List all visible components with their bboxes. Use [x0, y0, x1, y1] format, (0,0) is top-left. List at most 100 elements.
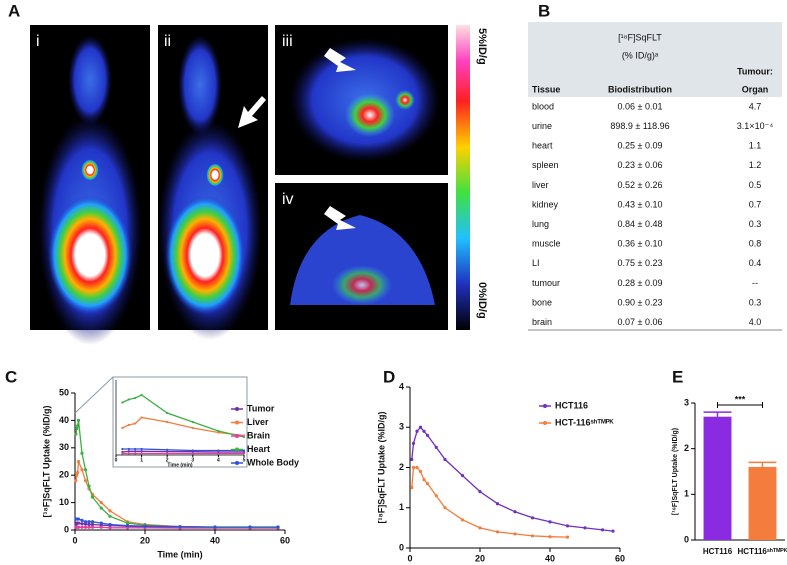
inset-connector [74, 376, 114, 414]
image-label: i [36, 33, 40, 50]
point [87, 520, 91, 524]
cell: 898.9 ± 118.96 [610, 121, 669, 131]
point [83, 479, 88, 483]
point [565, 524, 570, 528]
point [80, 468, 84, 472]
column-header: Tissue [532, 84, 560, 94]
point [140, 450, 143, 453]
point [460, 473, 465, 478]
legend-label: Whole Body [247, 457, 299, 467]
point [583, 526, 587, 530]
point [80, 518, 84, 523]
cell: 0.3 [749, 297, 762, 307]
x-tick-label: 20 [475, 553, 485, 563]
point [460, 518, 465, 522]
point [134, 447, 137, 451]
point [76, 470, 80, 475]
cell: 0.3 [749, 219, 762, 229]
x-tick-label: 60 [280, 535, 290, 545]
point [108, 509, 112, 513]
point [166, 411, 169, 415]
y-tick-label: 0 [399, 542, 404, 552]
point [178, 525, 182, 529]
point [80, 522, 84, 526]
cell: 0.7 [749, 199, 762, 209]
point [80, 525, 84, 529]
point [411, 465, 416, 470]
point [422, 429, 426, 433]
series-line [75, 461, 278, 528]
point [108, 514, 112, 518]
point [217, 429, 220, 433]
bar [748, 466, 777, 540]
point [530, 534, 535, 538]
arrow [324, 206, 356, 230]
inset-x-label: Time (min) [167, 462, 193, 468]
point [125, 524, 130, 528]
point [548, 520, 552, 524]
error-bar [748, 461, 777, 467]
point [74, 479, 78, 483]
point [276, 525, 280, 529]
cell: -- [752, 278, 758, 288]
panel-label: C [5, 367, 17, 386]
legend-marker [235, 434, 239, 438]
point [443, 506, 447, 510]
y-tick-label: 30 [59, 442, 69, 452]
point [127, 423, 130, 427]
legend-marker [235, 407, 239, 411]
point [415, 465, 419, 470]
point [434, 445, 438, 449]
point [127, 447, 130, 451]
point [422, 477, 426, 482]
point [90, 522, 95, 527]
column-header: Organ [742, 84, 769, 94]
legend-marker [543, 404, 547, 408]
cell: 0.52 ± 0.26 [618, 180, 663, 190]
point [166, 448, 169, 451]
legend-marker [235, 461, 239, 465]
point [191, 452, 194, 455]
point [83, 525, 88, 529]
inset-x-tick-label: 5 [243, 457, 246, 463]
point [83, 468, 88, 472]
pet-images: i ii iii iv 5%ID/g 0%ID/g [30, 25, 488, 345]
point [90, 520, 95, 524]
y-axis-label: [¹⁸F]SqFLT Uptake (%ID/g) [672, 428, 679, 515]
point [242, 435, 246, 439]
point [76, 424, 80, 428]
point [99, 501, 103, 505]
x-axis-label: Time (min) [157, 549, 202, 559]
point [418, 469, 423, 474]
y-tick-label: 40 [59, 415, 69, 425]
pet-blob [345, 93, 395, 137]
x-tick-label: 0 [72, 535, 77, 545]
inset-x-tick-label: 0 [115, 457, 118, 463]
cell: 0.43 ± 0.10 [618, 199, 663, 209]
cell: 3.1×10⁻⁴ [737, 121, 774, 131]
point [166, 452, 169, 455]
cell: 0.36 ± 0.10 [618, 239, 663, 249]
cell: 0.23 ± 0.06 [618, 160, 663, 170]
table-tracer: [¹⁸F]SqFLT [618, 32, 662, 42]
legend-label: Liver [247, 417, 269, 427]
point [425, 433, 430, 437]
point [99, 521, 103, 525]
point [76, 459, 81, 464]
point [90, 525, 95, 529]
legend-label: Tumor [247, 403, 275, 413]
pet-blob [165, 195, 245, 315]
point [425, 482, 430, 486]
x-tick-label: 40 [545, 553, 555, 563]
inset-x-tick-label: 4 [217, 457, 220, 463]
table-unit: (% ID/g)ᵃ [622, 50, 659, 60]
legend-label: Heart [247, 444, 270, 454]
point [411, 441, 416, 445]
image-label: ii [164, 33, 171, 50]
cell: 4.7 [749, 101, 762, 111]
inset-x-tick-label: 2 [166, 457, 169, 463]
point [242, 449, 246, 452]
pet-blob [68, 35, 112, 125]
